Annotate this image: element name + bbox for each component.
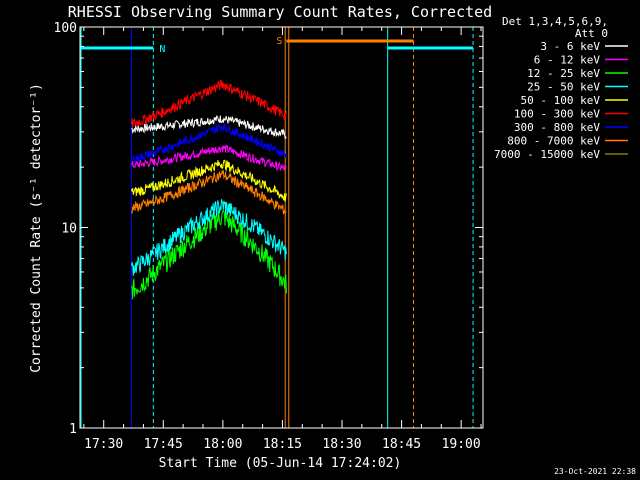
legend-entry-label: 7000 - 15000 keV xyxy=(494,148,600,161)
legend-entry-label: 25 - 50 keV xyxy=(527,81,600,94)
chart-marks: NS xyxy=(80,27,474,428)
legend-entry-label: 50 - 100 keV xyxy=(521,94,601,107)
series-line-5 xyxy=(131,79,287,128)
legend-header-line: Det 1,3,4,5,6,9, xyxy=(502,15,608,28)
series-line-7 xyxy=(131,169,287,215)
x-tick-label: 17:30 xyxy=(84,437,123,452)
x-tick-label: 18:00 xyxy=(203,437,242,452)
series-line-1 xyxy=(131,144,287,172)
legend-header-line: Att 0 xyxy=(575,27,608,40)
plot-frame xyxy=(79,26,484,429)
x-tick-label: 18:45 xyxy=(382,437,421,452)
y-axis: 1 10 100 xyxy=(54,21,483,437)
legend-entry-label: 12 - 25 keV xyxy=(527,67,600,80)
y-tick-label: 10 xyxy=(61,222,77,237)
legend-entry-label: 6 - 12 keV xyxy=(534,54,601,67)
x-tick-label: 18:30 xyxy=(322,437,361,452)
y-tick-label: 1 xyxy=(69,422,77,437)
x-tick-label: 18:15 xyxy=(263,437,302,452)
night-label: N xyxy=(159,44,165,55)
timestamp-footer: 23-Oct-2021 22:38 xyxy=(554,467,636,476)
x-tick-label: 19:00 xyxy=(442,437,481,452)
series-line-6 xyxy=(131,123,287,164)
legend-entry-label: 100 - 300 keV xyxy=(514,108,600,121)
series-line-0 xyxy=(131,115,287,140)
legend-entry-label: 800 - 7000 keV xyxy=(507,135,600,148)
chart-title: RHESSI Observing Summary Count Rates, Co… xyxy=(68,3,492,21)
series-line-3 xyxy=(131,199,287,276)
x-tick-label: 17:45 xyxy=(144,437,183,452)
series-line-4 xyxy=(131,159,287,202)
y-tick-label: 100 xyxy=(54,21,77,36)
saa-label: S xyxy=(276,36,282,47)
legend-entry-label: 300 - 800 keV xyxy=(514,121,600,134)
x-axis-label: Start Time (05-Jun-14 17:24:02) xyxy=(159,456,402,471)
legend-entry-label: 3 - 6 keV xyxy=(540,40,600,53)
x-axis: 17:30 17:45 18:00 18:15 18:30 18:45 19:00 xyxy=(83,27,482,452)
y-axis-label: Corrected Count Rate (s⁻¹ detector⁻¹) xyxy=(29,83,44,373)
series-line-2 xyxy=(131,209,287,300)
